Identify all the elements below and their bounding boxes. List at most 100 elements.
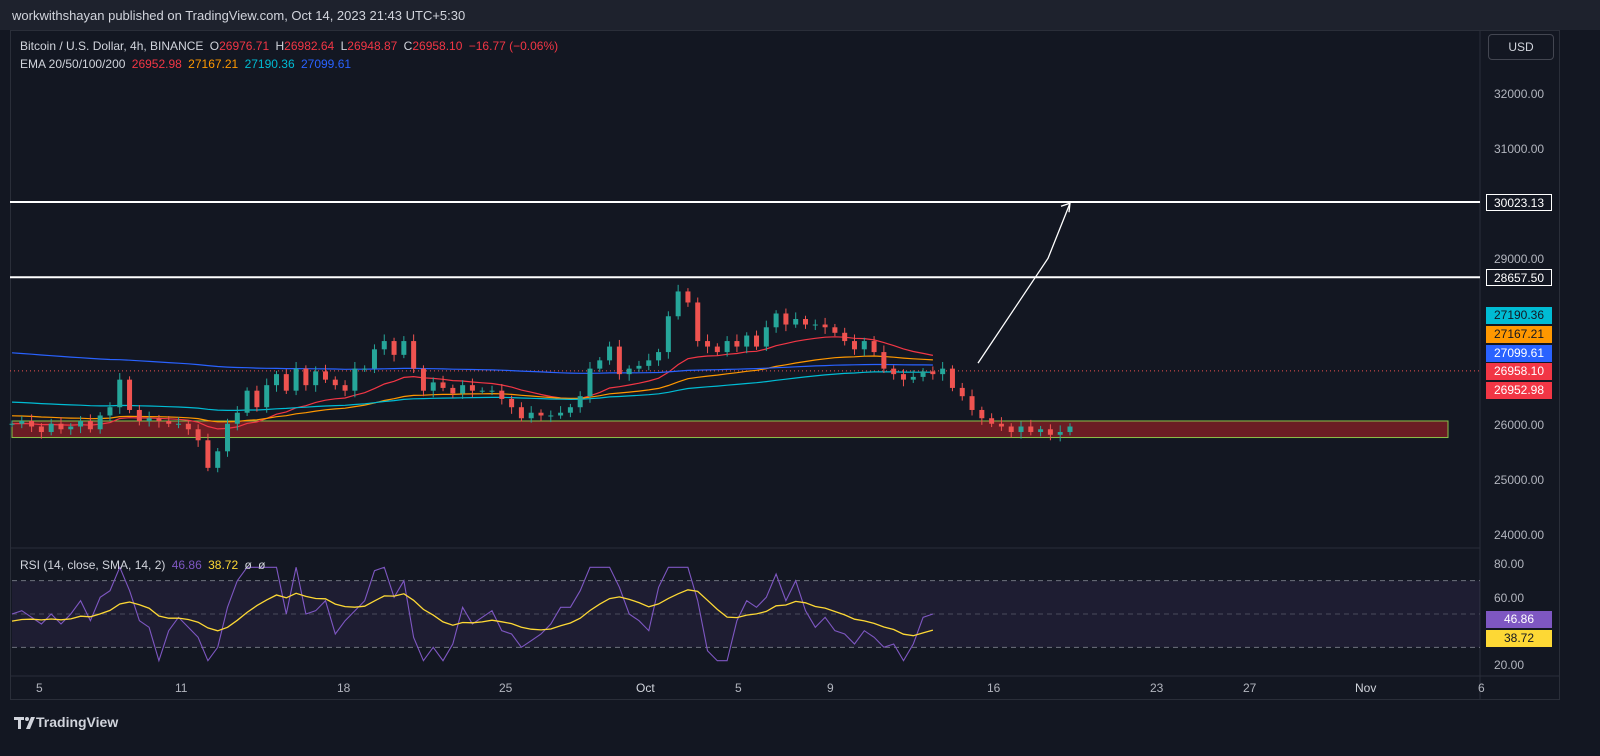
- ema200-value: 27099.61: [300, 57, 352, 71]
- close-value: 26958.10: [412, 39, 463, 53]
- candle: [450, 387, 456, 394]
- candle: [656, 352, 662, 361]
- candle: [842, 332, 848, 342]
- rsi-tick: 80.00: [1494, 557, 1525, 571]
- candle: [283, 374, 289, 391]
- candle: [861, 341, 867, 350]
- candle: [509, 398, 515, 408]
- time-tick: Nov: [1355, 681, 1377, 695]
- time-tick: 11: [175, 681, 188, 695]
- rsi-line: [11, 565, 934, 663]
- candle: [322, 371, 328, 380]
- ema-label[interactable]: EMA 20/50/100/200: [20, 57, 126, 71]
- brand-name[interactable]: TradingView: [36, 714, 119, 730]
- ema100-line: [11, 371, 933, 411]
- candle: [225, 423, 231, 452]
- candle: [411, 341, 417, 369]
- candle: [959, 387, 965, 397]
- candle: [871, 341, 877, 353]
- ema50-badge: 27167.21: [1486, 326, 1552, 343]
- price-tick: 25000.00: [1494, 473, 1545, 487]
- candle: [38, 426, 44, 433]
- rsi-label[interactable]: RSI (14, close, SMA, 14, 2): [20, 558, 166, 572]
- candle: [705, 341, 711, 347]
- close-price-badge: 26958.10: [1486, 363, 1552, 380]
- candle: [1038, 429, 1044, 433]
- ema-legend: EMA 20/50/100/200 26952.98 27167.21 2719…: [20, 57, 354, 71]
- candle: [313, 371, 319, 386]
- candle: [558, 412, 564, 416]
- candle: [685, 291, 691, 303]
- ema100-badge: 27190.36: [1486, 307, 1552, 324]
- candle: [499, 390, 505, 399]
- candle: [371, 349, 377, 369]
- candle: [998, 423, 1004, 427]
- candle: [460, 385, 466, 394]
- candle: [127, 379, 133, 410]
- candle: [176, 423, 182, 425]
- candle: [195, 429, 201, 441]
- candle: [940, 368, 946, 375]
- support-zone: [11, 420, 1449, 439]
- candle: [146, 418, 152, 421]
- publisher-text: workwithshayan published on TradingView.…: [12, 8, 466, 23]
- candle: [910, 376, 916, 380]
- currency-button[interactable]: USD: [1488, 34, 1554, 60]
- candle: [783, 313, 789, 325]
- candle: [822, 324, 828, 328]
- candle: [832, 327, 838, 333]
- candle: [793, 319, 799, 325]
- candle: [636, 365, 642, 369]
- candle: [332, 379, 338, 386]
- candle: [577, 396, 583, 408]
- rsi-tick: 60.00: [1494, 591, 1525, 605]
- symbol-name[interactable]: Bitcoin / U.S. Dollar, 4h, BINANCE: [20, 39, 204, 53]
- ema50-value: 27167.21: [188, 57, 239, 71]
- rsi-na-2: ø: [258, 558, 266, 572]
- candle: [440, 382, 446, 388]
- time-tick: 5: [36, 681, 43, 695]
- candle: [646, 360, 652, 366]
- candle: [567, 407, 573, 413]
- candle: [274, 374, 279, 386]
- candle: [136, 409, 142, 421]
- candle: [479, 390, 485, 392]
- change-value: −16.77 (−0.06%): [468, 39, 559, 53]
- candle: [58, 423, 64, 430]
- time-tick: 23: [1150, 681, 1164, 695]
- candle: [234, 412, 240, 424]
- candle: [665, 316, 671, 353]
- candle: [528, 412, 534, 419]
- candle: [215, 451, 221, 468]
- candle: [19, 420, 25, 424]
- rsi-legend: RSI (14, close, SMA, 14, 2) 46.86 38.72 …: [20, 558, 269, 572]
- candle: [293, 368, 299, 391]
- candle: [107, 407, 113, 416]
- candle: [264, 385, 270, 408]
- price-tick: 29000.00: [1494, 252, 1545, 266]
- candle: [969, 396, 975, 410]
- time-tick: 5: [735, 681, 742, 695]
- high-value: 26982.64: [284, 39, 335, 53]
- candle: [920, 371, 926, 377]
- candle: [763, 327, 769, 347]
- high-label: H: [275, 39, 285, 53]
- rsi-value: 46.86: [171, 558, 202, 572]
- candle: [548, 415, 554, 417]
- rsi-na-1: ø: [244, 558, 252, 572]
- candle: [9, 423, 15, 425]
- candle: [744, 335, 750, 347]
- candle: [607, 346, 613, 361]
- candle: [724, 341, 730, 353]
- low-label: L: [340, 39, 348, 53]
- symbol-legend: Bitcoin / U.S. Dollar, 4h, BINANCE O2697…: [20, 39, 561, 53]
- candle: [391, 341, 397, 355]
- candle: [1057, 432, 1063, 435]
- candle: [1018, 426, 1024, 433]
- candle: [156, 418, 162, 421]
- rsi-sma-value: 38.72: [208, 558, 239, 572]
- candle: [812, 324, 818, 326]
- low-value: 26948.87: [347, 39, 398, 53]
- time-tick: 9: [827, 681, 834, 695]
